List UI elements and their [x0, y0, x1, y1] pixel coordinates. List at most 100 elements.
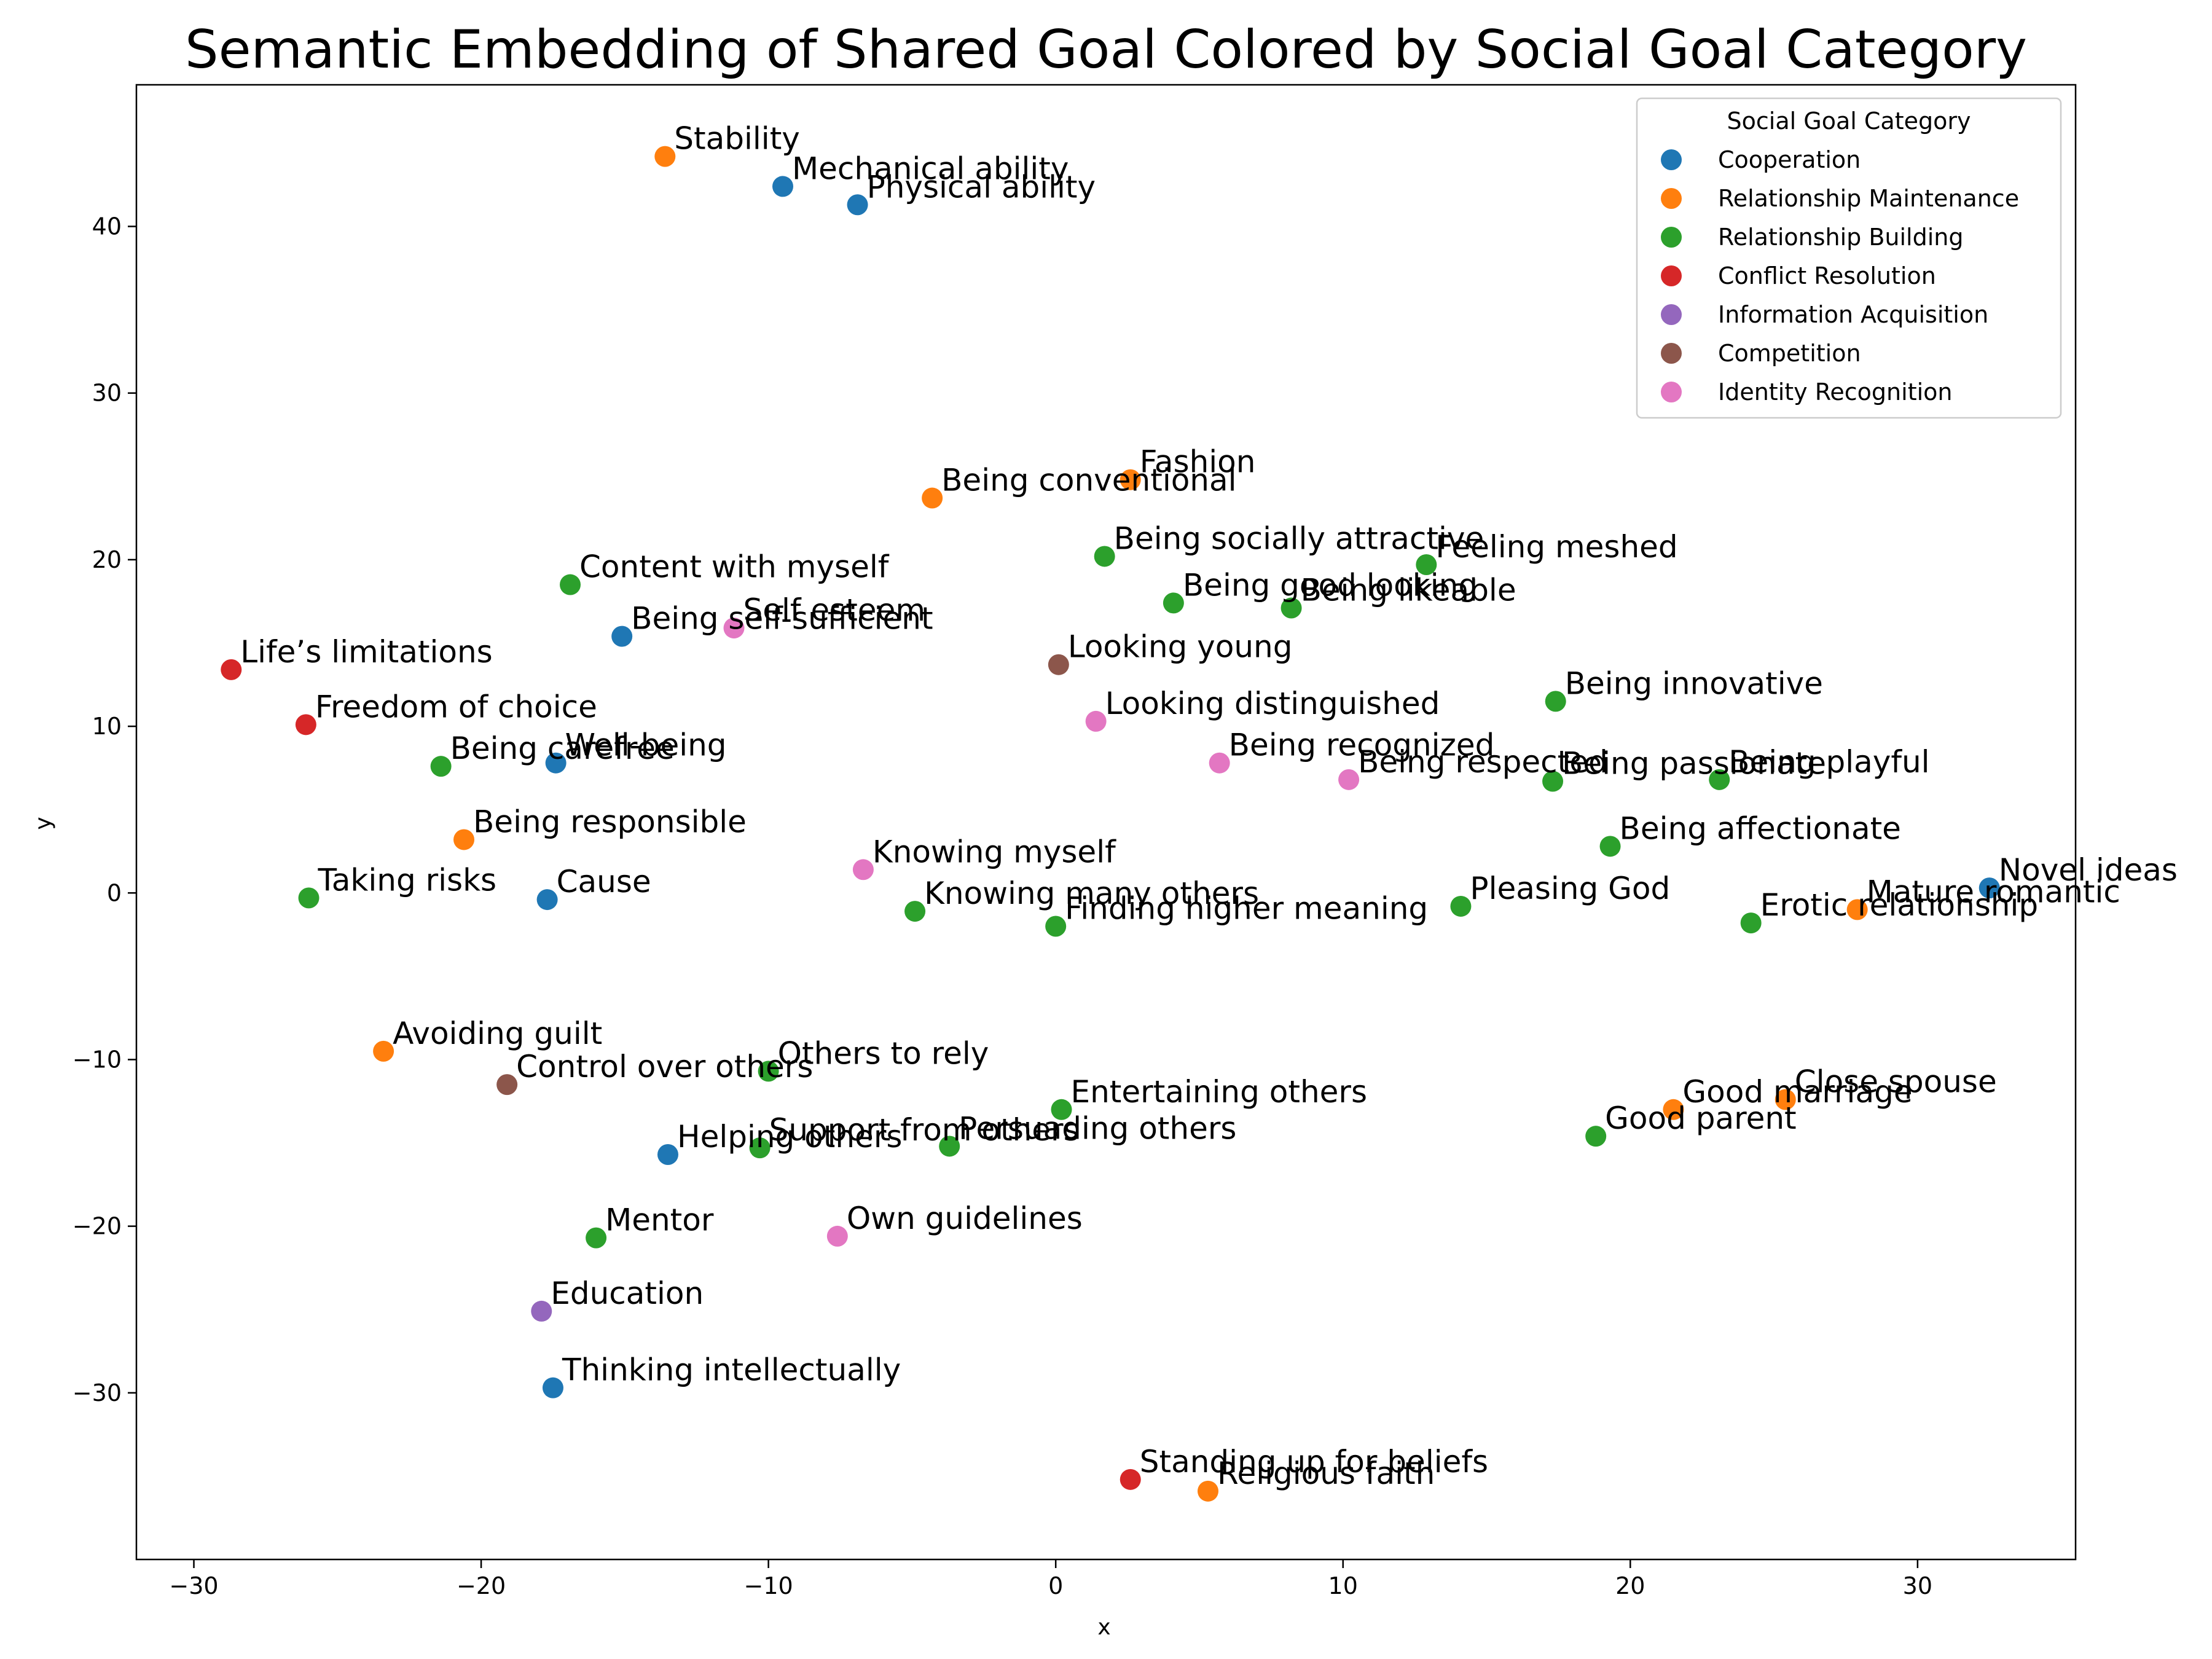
data-point: [496, 1074, 518, 1096]
legend: Social Goal Category Cooperation Relations…: [1636, 97, 2062, 419]
data-point: [852, 859, 874, 880]
point-label: Taking risks: [318, 862, 497, 898]
data-point: [560, 574, 581, 595]
point-label: Novel ideas: [1999, 852, 2178, 888]
axis-ticks: −30 −20 −10 0 10 20 30 −30 −20 −10 0 10 20 30 40: [73, 213, 1932, 1599]
point-label: Life’s limitations: [240, 634, 492, 670]
data-point: [657, 1144, 678, 1166]
data-point: [922, 487, 943, 509]
point-label: Content with myself: [579, 549, 890, 585]
point-label: Cause: [557, 864, 651, 900]
y-tick-label: 10: [92, 713, 122, 740]
point-label: Good marriage: [1682, 1074, 1912, 1110]
legend-marker: [1661, 343, 1682, 364]
x-tick-label: 0: [1048, 1572, 1063, 1599]
x-tick-label: −20: [457, 1572, 506, 1599]
point-label: Control over others: [516, 1049, 813, 1084]
point-label: Feeling meshed: [1435, 529, 1677, 565]
data-point: [1120, 469, 1141, 490]
point-label: Being good looking: [1183, 567, 1478, 603]
point-label: Being passionate: [1562, 746, 1826, 782]
point-label: Mature romantic: [1867, 874, 2120, 909]
data-point: [723, 618, 745, 639]
data-point: [542, 1377, 563, 1398]
point-label: Being likeable: [1301, 573, 1516, 608]
legend-entry: Information Acquisition: [1718, 301, 1988, 328]
legend-entry: Identity Recognition: [1718, 378, 1952, 406]
y-tick-label: −10: [73, 1046, 122, 1073]
data-point: [536, 889, 558, 911]
point-label: Standing up for beliefs: [1140, 1444, 1488, 1480]
y-tick-label: −20: [73, 1213, 122, 1240]
data-points: [221, 146, 2000, 1502]
data-point: [1775, 1089, 1796, 1110]
data-point: [1740, 912, 1762, 934]
data-point: [1085, 710, 1107, 732]
y-tick-label: −30: [73, 1379, 122, 1406]
point-label: Being respected: [1358, 744, 1608, 780]
data-point: [1163, 592, 1184, 614]
point-label: Freedom of choice: [315, 689, 597, 724]
point-label: Being self-sufficient: [631, 601, 933, 637]
x-tick-label: 30: [1903, 1572, 1932, 1599]
data-point: [1045, 916, 1067, 937]
point-label: Own guidelines: [847, 1201, 1083, 1236]
legend-entry: Conflict Resolution: [1718, 262, 1936, 289]
legend-marker: [1661, 188, 1682, 209]
data-point: [1281, 597, 1302, 619]
point-label: Entertaining others: [1071, 1074, 1367, 1110]
data-point: [1709, 769, 1730, 790]
data-point: [1545, 691, 1566, 712]
data-point: [772, 176, 793, 197]
point-label: Persuading others: [959, 1110, 1236, 1146]
data-point: [430, 756, 452, 777]
data-point: [1338, 769, 1360, 790]
legend-marker: [1661, 265, 1682, 286]
data-point: [545, 752, 567, 774]
data-point: [1846, 899, 1868, 920]
point-label: Self esteem: [743, 592, 926, 628]
point-label: Helping others: [677, 1119, 902, 1155]
legend-title: Social Goal Category: [1727, 108, 1971, 135]
point-label: Looking young: [1068, 629, 1293, 665]
legend-entry: Relationship Building: [1718, 224, 1964, 251]
data-point: [1094, 546, 1115, 567]
x-axis-label: x: [1097, 1615, 1110, 1640]
point-label: Physical ability: [867, 169, 1096, 205]
data-point: [1979, 877, 2000, 899]
data-point: [221, 659, 242, 680]
x-tick-label: 10: [1328, 1572, 1358, 1599]
legend-marker: [1661, 382, 1682, 402]
point-label: Being responsible: [473, 804, 747, 839]
data-point: [531, 1300, 552, 1322]
data-point: [904, 901, 926, 922]
x-tick-label: 20: [1615, 1572, 1645, 1599]
point-label: Support from others: [769, 1112, 1080, 1148]
point-label: Being affectionate: [1620, 810, 1901, 846]
point-label: Thinking intellectually: [562, 1352, 901, 1388]
data-point: [847, 194, 868, 216]
point-label: Being recognized: [1229, 728, 1495, 763]
data-point: [826, 1225, 848, 1247]
point-label: Erotic relationship: [1760, 887, 2038, 923]
y-tick-label: 30: [92, 380, 122, 407]
point-label: Well-being: [565, 728, 727, 763]
data-point: [295, 714, 316, 735]
point-label: Mentor: [605, 1202, 714, 1238]
data-point: [611, 626, 633, 647]
point-label: Avoiding guilt: [393, 1016, 602, 1051]
data-point: [1209, 752, 1230, 774]
data-point: [1542, 771, 1564, 792]
data-point: [1120, 1469, 1141, 1490]
point-label: Religious faith: [1217, 1456, 1435, 1491]
y-axis-label: y: [31, 817, 56, 830]
point-label: Education: [551, 1276, 704, 1311]
data-point: [749, 1137, 771, 1159]
y-tick-label: 40: [92, 213, 122, 240]
x-tick-label: −10: [744, 1572, 793, 1599]
data-point: [1599, 836, 1621, 857]
point-label: Being socially attractive: [1114, 520, 1484, 556]
data-point: [654, 146, 676, 167]
point-label: Being innovative: [1565, 665, 1823, 701]
